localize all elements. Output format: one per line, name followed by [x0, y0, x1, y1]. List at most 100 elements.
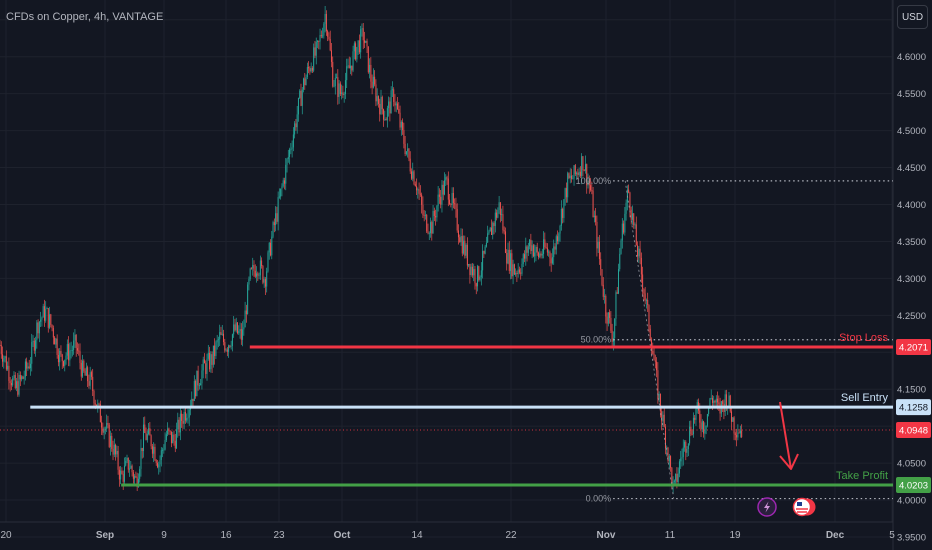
candle-up	[737, 432, 739, 438]
candle-up	[217, 339, 219, 341]
candle-down	[595, 215, 597, 222]
candle-down	[630, 209, 632, 220]
candle-down	[649, 328, 651, 340]
lightning-icon[interactable]	[757, 497, 777, 517]
candle-up	[617, 269, 619, 294]
candle-down	[496, 212, 498, 218]
candle-down	[122, 473, 124, 482]
candle-down	[640, 257, 642, 275]
candle-down	[398, 108, 400, 113]
candle-down	[214, 345, 216, 356]
candle-up	[207, 352, 209, 359]
candle-down	[537, 252, 539, 258]
candle-up	[196, 370, 198, 397]
candle-down	[598, 241, 600, 260]
candle-up	[64, 359, 66, 367]
candle-up	[578, 171, 580, 175]
candle-down	[245, 310, 247, 315]
candle-down	[314, 47, 316, 56]
price-tag	[896, 399, 931, 416]
price-tag-label: 4.0203	[899, 481, 928, 492]
candle-up	[65, 355, 67, 360]
candle-down	[57, 355, 59, 363]
candle-down	[332, 61, 334, 87]
candle-up	[333, 86, 335, 87]
candle-up	[290, 149, 292, 151]
candle-up	[521, 263, 523, 274]
candle-up	[384, 119, 386, 120]
candle-down	[725, 394, 727, 409]
candle-up	[120, 470, 122, 480]
candle-up	[242, 329, 244, 340]
candle-up	[49, 314, 51, 328]
x-tick-label: Nov	[597, 530, 616, 541]
candle-up	[692, 417, 694, 435]
us-flag-icon[interactable]	[792, 497, 816, 517]
candle-up	[576, 172, 578, 175]
candle-up	[212, 345, 214, 365]
candle-up	[123, 465, 125, 482]
candle-down	[375, 84, 377, 102]
candle-down	[421, 194, 423, 205]
price-tag	[896, 422, 931, 439]
candle-down	[170, 431, 172, 444]
candle-down	[426, 214, 428, 232]
currency-button[interactable]: USD	[897, 5, 928, 29]
candle-down	[474, 269, 476, 284]
candle-down	[397, 103, 399, 109]
candle-up	[607, 312, 609, 324]
y-tick-label: 4.3000	[897, 274, 926, 285]
x-tick-label: Dec	[826, 530, 845, 541]
candle-up	[584, 164, 586, 171]
candle-up	[614, 318, 616, 338]
candle-up	[59, 350, 61, 363]
candle-up	[681, 457, 683, 459]
x-tick-label: Sep	[96, 530, 114, 541]
candle-up	[515, 272, 517, 275]
x-tick-label: 9	[161, 530, 167, 541]
candle-down	[37, 322, 39, 334]
candle-up	[705, 425, 707, 430]
candle-down	[33, 340, 35, 351]
candle-down	[68, 344, 70, 361]
candle-down	[657, 370, 659, 400]
candle-up	[24, 361, 26, 377]
candle-down	[184, 411, 186, 421]
candle-down	[738, 432, 740, 434]
candle-down	[550, 258, 552, 264]
candle-up	[235, 322, 237, 331]
candle-up	[739, 430, 741, 434]
candle-down	[433, 210, 435, 216]
candle-up	[390, 90, 392, 114]
candle-up	[407, 148, 409, 152]
candle-down	[402, 122, 404, 131]
candle-up	[709, 398, 711, 409]
candle-up	[436, 205, 438, 218]
candle-up	[282, 180, 284, 187]
candle-up	[89, 372, 91, 386]
candle-down	[150, 435, 152, 447]
candle-up	[535, 246, 537, 253]
candle-down	[308, 67, 310, 69]
candle-down	[438, 194, 440, 197]
candle-down	[590, 185, 592, 191]
candle-up	[278, 196, 280, 198]
candle-up	[498, 202, 500, 210]
candle-up	[634, 224, 636, 226]
candle-down	[75, 334, 77, 349]
candle-up	[4, 356, 6, 359]
candle-up	[7, 365, 9, 370]
candle-up	[391, 89, 393, 91]
candle-up	[432, 210, 434, 234]
candle-down	[61, 354, 63, 362]
candle-down	[717, 398, 719, 403]
candle-down	[325, 13, 327, 32]
candle-down	[300, 90, 302, 106]
y-tick-label: 4.0000	[897, 496, 926, 507]
candle-down	[203, 359, 205, 364]
candle-up	[281, 186, 283, 189]
candle-up	[162, 449, 164, 451]
candle-up	[615, 292, 617, 319]
y-tick-label: 4.5000	[897, 126, 926, 137]
